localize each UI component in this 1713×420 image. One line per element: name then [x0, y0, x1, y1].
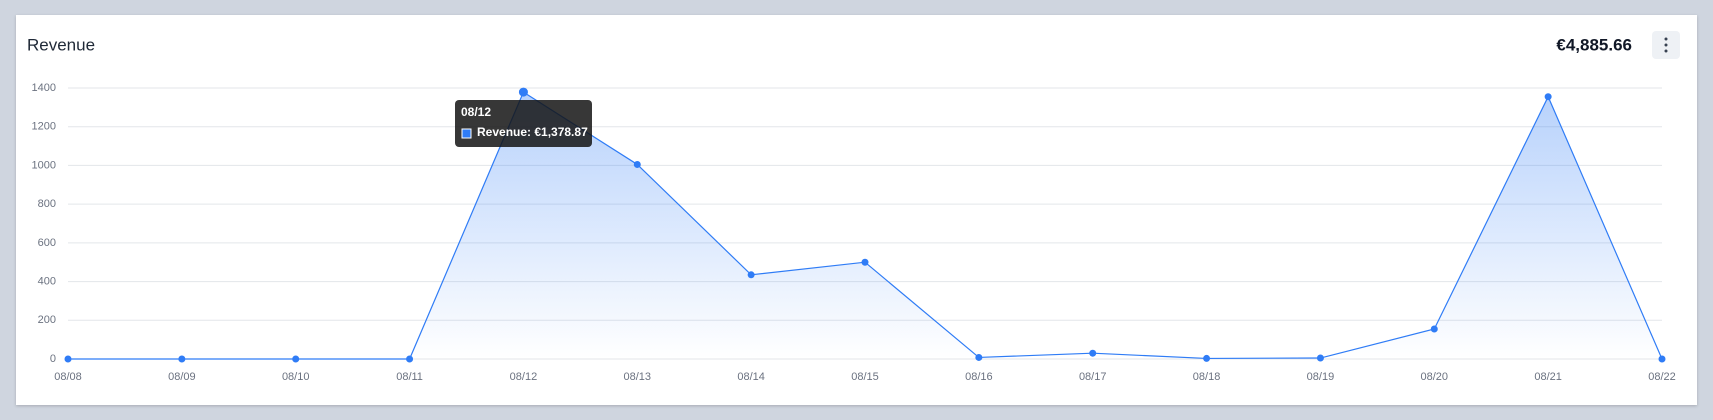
- point: [1316, 354, 1324, 362]
- point: [1658, 355, 1666, 363]
- tooltip: 08/12 Revenue: €1,378.87: [455, 100, 592, 147]
- point: [861, 258, 869, 266]
- tooltip-title: 08/12: [461, 105, 491, 119]
- x-tick-label: 08/10: [282, 371, 310, 383]
- total: €4,885.66: [1556, 35, 1632, 54]
- x-tick-label: 08/22: [1648, 371, 1676, 383]
- tooltip-box: [455, 100, 592, 147]
- y-tick-label: 600: [38, 237, 56, 249]
- x-tick-label: 08/12: [510, 371, 538, 383]
- point: [1203, 354, 1211, 362]
- y-tick-label: 1200: [32, 121, 56, 133]
- point: [406, 355, 414, 363]
- y-tick-label: 1000: [32, 159, 56, 171]
- point: [178, 355, 186, 363]
- card-title: Revenue: [27, 35, 95, 54]
- x-tick-label: 08/21: [1534, 371, 1562, 383]
- menu-dot: [1664, 37, 1668, 41]
- y-tick-label: 1400: [32, 82, 56, 94]
- point: [518, 87, 528, 97]
- x-tick-label: 08/18: [1193, 371, 1221, 383]
- tooltip-label: Revenue: €1,378.87: [477, 125, 588, 139]
- point: [1089, 349, 1097, 357]
- x-tick-label: 08/09: [168, 371, 196, 383]
- x-tick-label: 08/11: [396, 371, 423, 383]
- point: [292, 355, 300, 363]
- point: [975, 353, 983, 361]
- x-tick-label: 08/16: [965, 371, 993, 383]
- y-tick-label: 400: [38, 275, 56, 287]
- x-tick-label: 08/13: [624, 371, 652, 383]
- point: [1430, 325, 1438, 333]
- point: [1544, 93, 1552, 101]
- x-tick-label: 08/20: [1421, 371, 1449, 383]
- tooltip-swatch: [461, 128, 472, 139]
- point: [747, 271, 755, 279]
- point: [64, 355, 72, 363]
- menu-dot: [1664, 49, 1668, 53]
- x-tick-label: 08/15: [851, 371, 879, 383]
- point: [633, 160, 641, 168]
- y-tick-label: 200: [38, 314, 56, 326]
- menu-dot: [1664, 43, 1668, 47]
- y-tick-label: 800: [38, 198, 56, 210]
- x-tick-label: 08/14: [737, 371, 765, 383]
- y-tick-label: 0: [50, 353, 56, 365]
- x-tick-label: 08/17: [1079, 371, 1107, 383]
- area-fill: [68, 92, 1662, 360]
- x-tick-label: 08/08: [54, 371, 82, 383]
- x-tick-label: 08/19: [1307, 371, 1335, 383]
